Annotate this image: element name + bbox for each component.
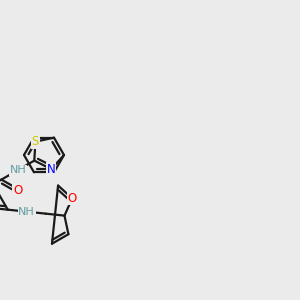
Text: NH: NH	[10, 165, 26, 175]
Text: O: O	[68, 192, 77, 205]
Text: S: S	[32, 135, 39, 148]
Text: N: N	[47, 163, 56, 176]
Text: O: O	[13, 184, 22, 197]
Text: NH: NH	[18, 207, 35, 217]
